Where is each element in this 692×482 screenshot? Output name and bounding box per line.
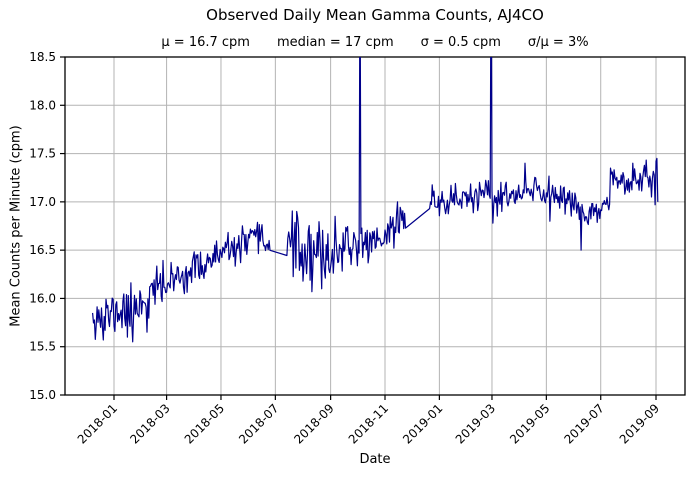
x-tick-label: 2019-07 <box>561 401 606 446</box>
data-line <box>92 57 659 343</box>
y-tick-label: 16.0 <box>29 291 56 305</box>
y-tick-label: 17.5 <box>29 147 56 161</box>
x-tick-label: 2019-05 <box>507 401 552 446</box>
stat-mean: μ = 16.7 cpm <box>161 35 250 50</box>
chart-stats-row: μ = 16.7 cpm median = 17 cpm σ = 0.5 cpm… <box>65 35 685 50</box>
stat-sigma-over-mu: σ/μ = 3% <box>527 35 589 50</box>
y-tick-label: 18.0 <box>29 98 56 112</box>
chart-title: Observed Daily Mean Gamma Counts, AJ4CO <box>206 6 544 24</box>
y-tick-label: 18.5 <box>29 50 56 64</box>
stat-sigma: σ = 0.5 cpm <box>420 35 501 50</box>
x-tick-label: 2019-01 <box>400 401 445 446</box>
plot-border <box>64 56 686 396</box>
x-tick-label: 2018-11 <box>346 401 391 446</box>
y-tick-label: 15.5 <box>29 340 56 354</box>
x-tick-label: 2018-01 <box>75 401 120 446</box>
stat-median: median = 17 cpm <box>276 35 394 50</box>
x-tick-label: 2018-07 <box>236 401 281 446</box>
x-tick-label: 2018-03 <box>127 401 172 446</box>
y-tick-label: 16.5 <box>29 243 56 257</box>
x-tick-label: 2019-09 <box>617 401 662 446</box>
x-axis-label: Date <box>359 452 391 467</box>
y-tick-label: 17.0 <box>29 195 56 209</box>
y-tick-label: 15.0 <box>29 388 56 402</box>
x-tick-label: 2018-05 <box>182 401 227 446</box>
x-tick-label: 2019-03 <box>453 401 498 446</box>
x-tick-label: 2018-09 <box>291 401 336 446</box>
